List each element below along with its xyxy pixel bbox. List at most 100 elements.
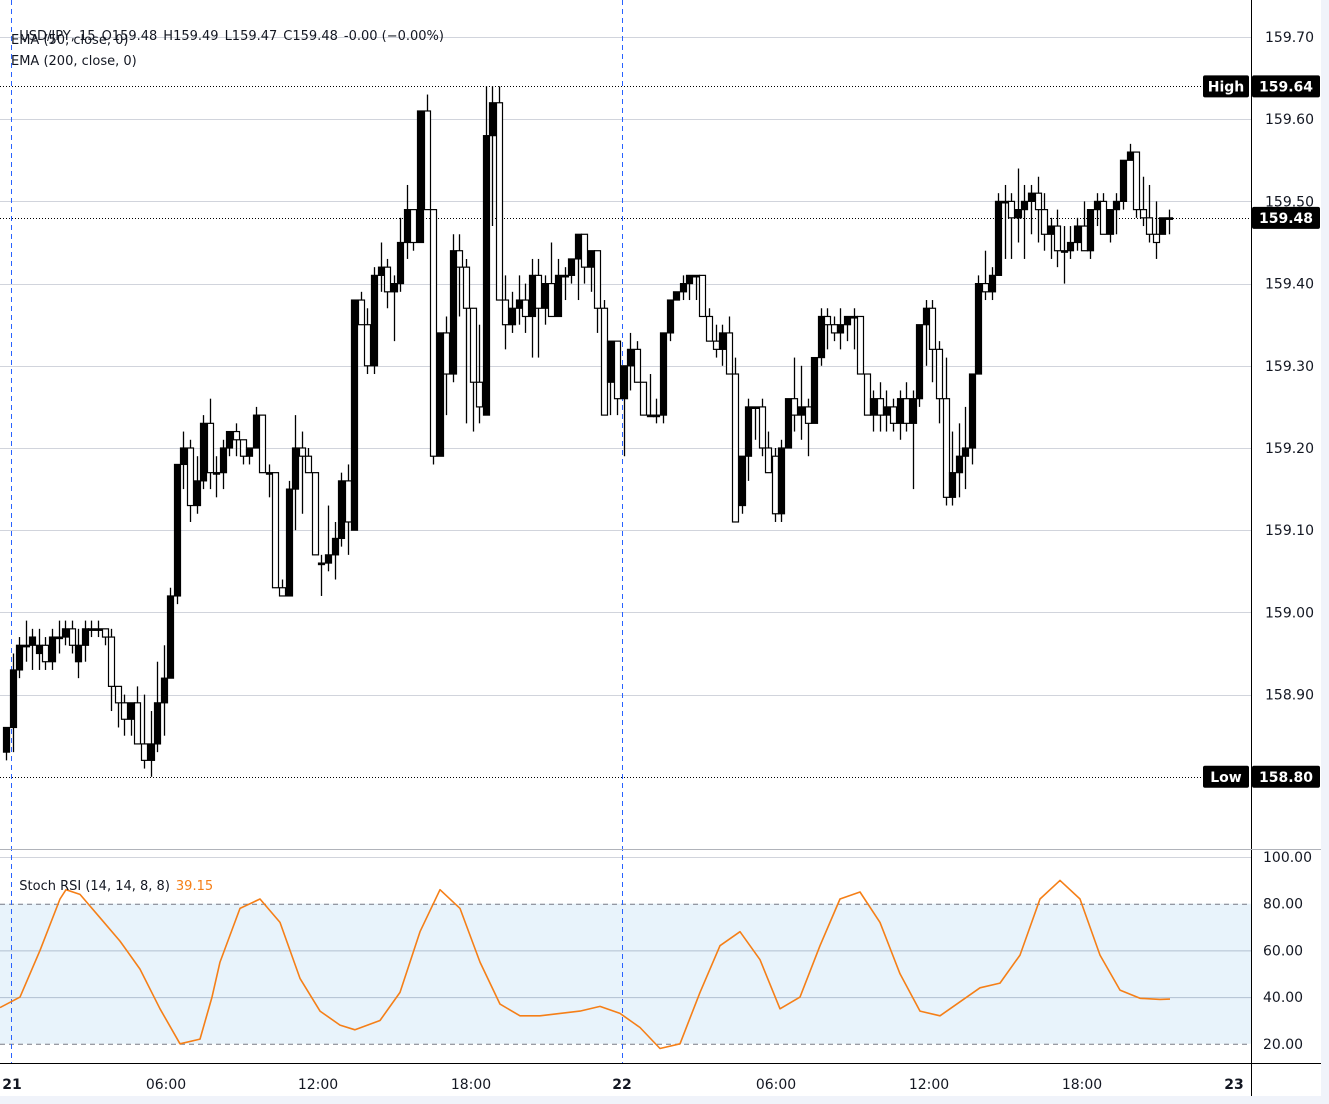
- candle[interactable]: [994, 193, 1003, 276]
- candle[interactable]: [81, 620, 90, 662]
- symbol-legend[interactable]: USD/JPY, 15 O159.48 H159.49 L159.47 C159.48-…: [11, 10, 444, 46]
- candle[interactable]: [147, 711, 156, 777]
- candle[interactable]: [988, 267, 997, 301]
- candle[interactable]: [278, 579, 287, 597]
- candle[interactable]: [212, 456, 221, 498]
- candle[interactable]: [974, 275, 983, 375]
- candle[interactable]: [935, 341, 944, 424]
- stoch-axis[interactable]: 100.00 80.00 60.00 40.00 20.00: [1263, 850, 1312, 1053]
- candle[interactable]: [271, 472, 280, 589]
- candle[interactable]: [1099, 193, 1108, 235]
- price-axis[interactable]: 159.70 159.60 159.50 159.40 159.30 159.20 159.…: [1265, 30, 1314, 704]
- candle[interactable]: [869, 390, 878, 432]
- candle[interactable]: [311, 472, 320, 556]
- candle[interactable]: [909, 390, 918, 490]
- candle[interactable]: [55, 620, 64, 654]
- candle[interactable]: [521, 283, 530, 333]
- candle[interactable]: [613, 340, 622, 416]
- indicator-ema-50[interactable]: EMA (50, close, 0): [11, 33, 129, 48]
- candle[interactable]: [48, 628, 57, 670]
- candle[interactable]: [784, 398, 793, 449]
- candle[interactable]: [981, 250, 990, 301]
- candle[interactable]: [1020, 184, 1029, 259]
- candle[interactable]: [1145, 184, 1154, 243]
- candle[interactable]: [245, 447, 254, 465]
- candle[interactable]: [219, 439, 228, 490]
- candle[interactable]: [133, 686, 142, 745]
- candle[interactable]: [534, 258, 543, 358]
- candle[interactable]: [797, 365, 806, 440]
- candle[interactable]: [298, 431, 307, 514]
- candle[interactable]: [751, 406, 760, 440]
- candle[interactable]: [331, 521, 340, 580]
- candle[interactable]: [902, 382, 911, 432]
- candle[interactable]: [337, 472, 346, 547]
- candle[interactable]: [1066, 226, 1075, 259]
- candle[interactable]: [679, 275, 688, 301]
- candle[interactable]: [968, 373, 977, 465]
- candle[interactable]: [1139, 176, 1148, 227]
- candle[interactable]: [409, 209, 418, 251]
- candle[interactable]: [1053, 209, 1062, 268]
- candle[interactable]: [258, 414, 267, 474]
- candle[interactable]: [836, 308, 845, 350]
- candle[interactable]: [758, 398, 767, 457]
- candle[interactable]: [370, 267, 379, 375]
- candle[interactable]: [1073, 217, 1082, 251]
- candle[interactable]: [9, 653, 18, 753]
- candle[interactable]: [685, 274, 694, 301]
- candle[interactable]: [600, 300, 609, 416]
- candle[interactable]: [449, 234, 458, 383]
- candle[interactable]: [166, 587, 175, 679]
- candle[interactable]: [15, 637, 24, 679]
- indicator-ema-200[interactable]: EMA (200, close, 0): [11, 54, 137, 69]
- candle[interactable]: [442, 316, 451, 416]
- candle[interactable]: [291, 415, 300, 531]
- candle[interactable]: [41, 637, 50, 670]
- candle[interactable]: [593, 250, 602, 333]
- candle[interactable]: [350, 299, 359, 531]
- candle[interactable]: [107, 628, 116, 712]
- candle[interactable]: [1040, 193, 1049, 251]
- candle[interactable]: [61, 620, 70, 646]
- candle[interactable]: [725, 316, 734, 375]
- candle[interactable]: [817, 308, 826, 366]
- candle[interactable]: [718, 324, 727, 366]
- candle[interactable]: [488, 86, 497, 227]
- candle[interactable]: [429, 209, 438, 465]
- candle[interactable]: [1027, 184, 1036, 235]
- candle[interactable]: [790, 357, 799, 432]
- candle[interactable]: [390, 275, 399, 342]
- candle[interactable]: [567, 258, 576, 284]
- candle[interactable]: [416, 110, 425, 244]
- candle[interactable]: [363, 308, 372, 375]
- candle[interactable]: [777, 439, 786, 522]
- candle[interactable]: [738, 455, 747, 514]
- candle[interactable]: [28, 628, 37, 670]
- candle[interactable]: [101, 628, 110, 646]
- candle[interactable]: [120, 694, 129, 736]
- candle[interactable]: [955, 423, 964, 498]
- candle[interactable]: [173, 463, 182, 605]
- candle[interactable]: [882, 390, 891, 432]
- candle[interactable]: [186, 439, 195, 522]
- candle[interactable]: [705, 308, 714, 342]
- candle[interactable]: [508, 291, 517, 333]
- candle[interactable]: [206, 398, 215, 490]
- candle[interactable]: [160, 645, 169, 736]
- time-axis[interactable]: 21 06:00 12:00 18:00 22 06:00 12:00 18:00 23: [2, 1077, 1243, 1093]
- candle[interactable]: [462, 258, 471, 424]
- candle[interactable]: [87, 620, 96, 638]
- candle[interactable]: [620, 365, 629, 457]
- candle[interactable]: [2, 726, 11, 761]
- candle[interactable]: [1106, 209, 1115, 243]
- candle[interactable]: [317, 554, 326, 596]
- candle[interactable]: [961, 406, 970, 490]
- candle[interactable]: [1132, 151, 1141, 218]
- candle[interactable]: [495, 86, 504, 301]
- candle[interactable]: [580, 233, 589, 284]
- candle[interactable]: [455, 234, 464, 317]
- candle[interactable]: [561, 267, 570, 301]
- candle[interactable]: [68, 620, 77, 654]
